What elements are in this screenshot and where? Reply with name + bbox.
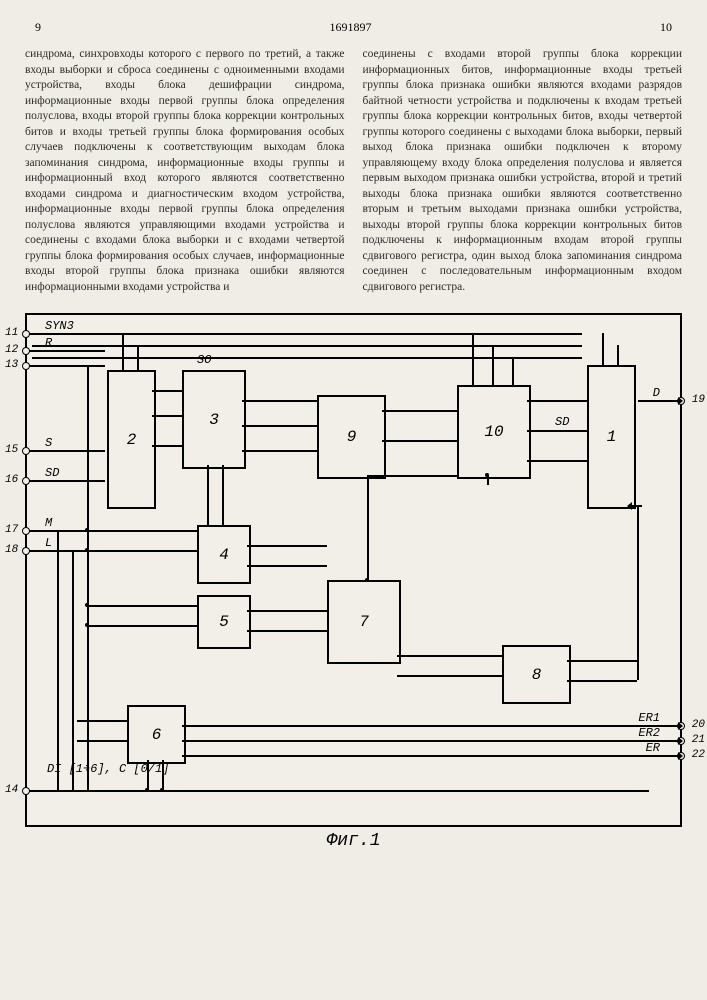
wire — [567, 660, 637, 662]
internal-label: SO — [197, 353, 211, 367]
wire — [242, 450, 317, 452]
output-label-ER: ER — [646, 741, 660, 755]
wire — [527, 430, 587, 432]
wire — [32, 345, 582, 347]
text-columns: синдрома, синхровходы которого с первого… — [25, 47, 682, 295]
output-label-ER2: ER2 — [638, 726, 660, 740]
wire — [527, 400, 587, 402]
page-number-right: 10 — [660, 20, 672, 35]
wire — [77, 720, 127, 722]
wire — [162, 760, 164, 790]
right-column: соединены с входами второй группы блока … — [363, 47, 683, 295]
block-3: 3 — [182, 370, 246, 469]
wire — [382, 410, 457, 412]
wire — [87, 605, 197, 607]
wire — [57, 530, 59, 790]
input-pin-16: 16 — [5, 474, 18, 486]
block-4: 4 — [197, 525, 251, 584]
input-pin-17: 17 — [5, 524, 18, 536]
figure-label: Фиг.1 — [25, 831, 682, 851]
wire — [632, 505, 642, 507]
wire — [397, 655, 502, 657]
block-5: 5 — [197, 595, 251, 649]
wire — [152, 415, 182, 417]
left-column: синдрома, синхровходы которого с первого… — [25, 47, 345, 295]
wire — [147, 760, 149, 790]
wire — [182, 755, 652, 757]
wire — [152, 445, 182, 447]
block-10: 10 — [457, 385, 531, 479]
wire — [87, 625, 197, 627]
input-pin-15: 15 — [5, 444, 18, 456]
block-9: 9 — [317, 395, 386, 479]
wire — [567, 680, 637, 682]
input-pin-18: 18 — [5, 544, 18, 556]
wire — [512, 357, 514, 385]
block-6: 6 — [127, 705, 186, 764]
wire — [32, 357, 582, 359]
wire — [617, 345, 619, 365]
output-pin-20: 20 — [692, 719, 705, 731]
block-8: 8 — [502, 645, 571, 704]
wire — [472, 333, 474, 385]
input-label-SD: SD — [45, 466, 59, 480]
wire — [382, 440, 457, 442]
wire — [527, 460, 587, 462]
wire — [247, 610, 327, 612]
input-label-M: M — [45, 516, 52, 530]
input-label-SYN3: SYN3 — [45, 319, 74, 333]
block-diagram: 1234567891011SYN312R1315S16SD17M18L19D20… — [25, 313, 682, 827]
wire — [207, 465, 209, 525]
output-pin-19: 19 — [692, 394, 705, 406]
wire — [397, 675, 502, 677]
output-label-D: D — [653, 386, 660, 400]
wire — [247, 630, 327, 632]
input-label-R: R — [45, 336, 52, 350]
wire — [247, 565, 327, 567]
output-label-ER1: ER1 — [638, 711, 660, 725]
wire — [122, 333, 124, 370]
output-pin-22: 22 — [692, 749, 705, 761]
wire — [32, 333, 582, 335]
input-pin-11: 11 — [5, 327, 18, 339]
block-2: 2 — [107, 370, 156, 509]
wire — [492, 345, 494, 385]
page-header: 9 1691897 10 — [25, 20, 682, 35]
page-number-left: 9 — [35, 20, 41, 35]
wire — [137, 345, 139, 370]
block-1: 1 — [587, 365, 636, 509]
output-pin-21: 21 — [692, 734, 705, 746]
wire — [182, 740, 652, 742]
input-pin-12: 12 — [5, 344, 18, 356]
wire — [367, 475, 457, 477]
input-label-S: S — [45, 436, 52, 450]
input-label-L: L — [45, 536, 52, 550]
wire — [242, 400, 317, 402]
block-7: 7 — [327, 580, 401, 664]
input-pin-14: 14 — [5, 784, 18, 796]
internal-label: SD — [555, 415, 569, 429]
wire — [152, 390, 182, 392]
wire — [72, 550, 197, 552]
wire — [87, 365, 89, 790]
wire — [222, 465, 224, 525]
wire — [247, 545, 327, 547]
wire — [77, 740, 127, 742]
bottom-input-label: DI [1÷6], C [0/1] — [47, 762, 169, 776]
wire — [602, 333, 604, 365]
document-number: 1691897 — [330, 20, 372, 35]
wire — [57, 530, 197, 532]
wire — [72, 550, 74, 790]
wire — [367, 475, 369, 580]
wire — [182, 725, 652, 727]
wire — [242, 425, 317, 427]
input-pin-13: 13 — [5, 359, 18, 371]
wire — [637, 505, 639, 680]
